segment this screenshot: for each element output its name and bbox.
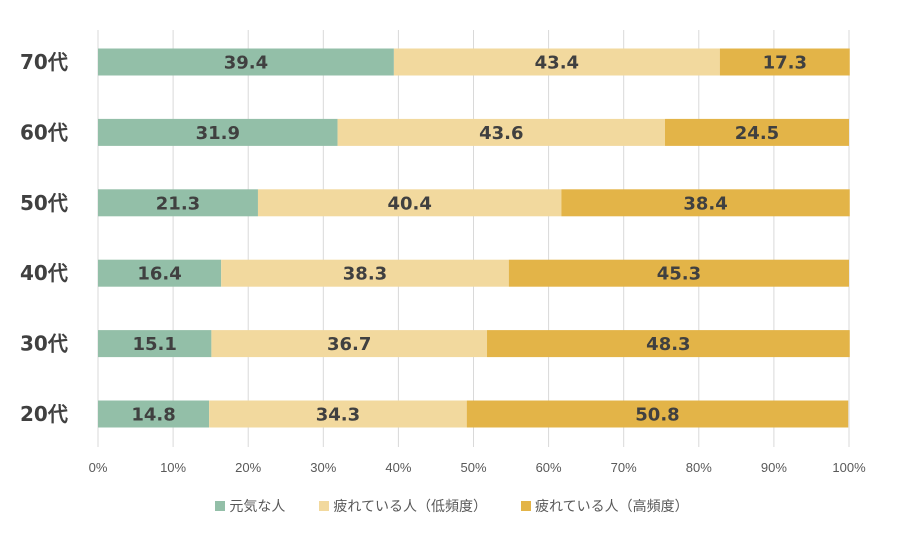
x-tick-label: 20%: [235, 460, 261, 475]
x-tick-label: 40%: [385, 460, 411, 475]
data-label: 48.3: [646, 334, 690, 355]
bar-segment: [209, 400, 467, 428]
bar-segment: [508, 259, 849, 287]
x-tick-label: 50%: [460, 460, 486, 475]
data-label: 38.4: [683, 193, 727, 214]
data-label: 50.8: [635, 405, 679, 426]
data-label: 16.4: [137, 264, 181, 285]
bar-segment: [221, 259, 509, 287]
bar-segment: [337, 118, 666, 146]
x-tick-label: 90%: [761, 460, 787, 475]
data-label: 43.6: [479, 123, 523, 144]
category-label: 20代: [20, 402, 68, 426]
category-label: 60代: [20, 120, 68, 144]
legend-label: 疲れている人（高頻度）: [535, 499, 689, 515]
data-label: 17.3: [763, 53, 807, 74]
bar-segment: [98, 118, 338, 146]
data-label: 39.4: [224, 53, 268, 74]
legend-swatch: [521, 501, 531, 511]
category-label: 30代: [20, 332, 68, 356]
legend-item-tired-high: 疲れている人（高頻度）: [521, 496, 689, 516]
data-label: 31.9: [196, 123, 240, 144]
category-label: 50代: [20, 191, 68, 215]
x-tick-label: 0%: [89, 460, 108, 475]
x-tick-label: 100%: [832, 460, 866, 475]
data-label: 45.3: [657, 264, 701, 285]
category-label: 70代: [20, 50, 68, 74]
gridlines: [97, 30, 850, 447]
data-label: 21.3: [156, 193, 200, 214]
x-axis-tick-labels: 0% 10% 20% 30% 40% 50% 60% 70% 80% 90% 100%: [89, 460, 866, 475]
bars: [98, 48, 850, 428]
x-tick-label: 70%: [611, 460, 637, 475]
data-label: 40.4: [387, 193, 431, 214]
data-label: 36.7: [327, 334, 371, 355]
data-label: 14.8: [131, 405, 175, 426]
data-labels: 39.4 43.4 17.3 31.9 43.6 24.5 21.3 40.4 38.4 16.4…: [131, 53, 807, 426]
x-tick-label: 80%: [686, 460, 712, 475]
data-label: 24.5: [735, 123, 779, 144]
bar-segment: [98, 259, 222, 287]
data-label: 43.4: [535, 53, 579, 74]
data-label: 15.1: [132, 334, 176, 355]
bar-segment: [665, 118, 849, 146]
bar-segment: [719, 48, 850, 76]
bar-segment: [257, 189, 562, 217]
bar-segment: [561, 189, 850, 217]
bar-segment: [98, 400, 210, 428]
bar-segment: [393, 48, 720, 76]
bar-segment: [98, 48, 394, 76]
bar-segment: [211, 330, 488, 358]
legend-label: 疲れている人（低頻度）: [333, 499, 487, 515]
data-label: 34.3: [316, 405, 360, 426]
legend-item-genki: 元気な人: [215, 496, 285, 516]
legend-swatch: [319, 501, 330, 511]
bar-segment: [98, 189, 258, 217]
category-label: 40代: [20, 261, 68, 285]
bar-segment: [98, 330, 212, 358]
legend-item-tired-low: 疲れている人（低頻度）: [319, 496, 487, 516]
data-label: 38.3: [343, 264, 387, 285]
bar-segment: [466, 400, 849, 428]
x-tick-label: 60%: [536, 460, 562, 475]
x-tick-label: 10%: [160, 460, 186, 475]
category-labels: 70代 60代 50代 40代 30代 20代: [20, 50, 68, 426]
bar-segment: [487, 330, 850, 358]
x-tick-label: 30%: [310, 460, 336, 475]
legend-swatch: [215, 501, 226, 511]
legend-label: 元気な人: [229, 499, 286, 515]
legend: 元気な人 疲れている人（低頻度） 疲れている人（高頻度）: [0, 494, 904, 518]
